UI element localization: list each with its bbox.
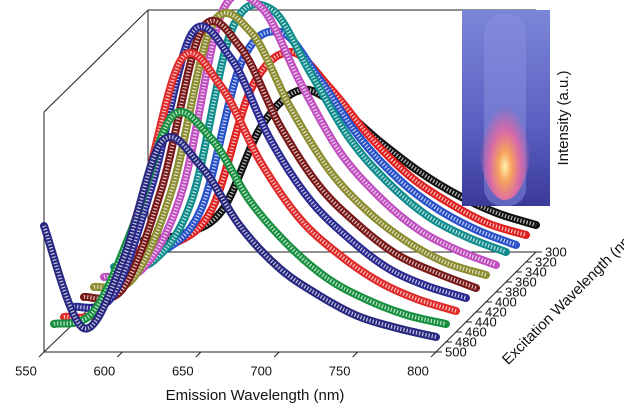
x-tick bbox=[430, 351, 437, 358]
x-tick bbox=[117, 351, 123, 358]
x-tick bbox=[352, 351, 358, 358]
x-tick-label: 600 bbox=[94, 363, 116, 378]
inset-photo bbox=[462, 10, 550, 206]
curve-outline bbox=[100, 0, 500, 282]
z-tick-label: 420 bbox=[485, 304, 507, 319]
z-tick-label: 360 bbox=[515, 274, 537, 289]
x-tick bbox=[273, 351, 280, 358]
emission-curve bbox=[113, 2, 507, 270]
emission-curve bbox=[93, 11, 487, 291]
x-tick-label: 550 bbox=[15, 363, 37, 378]
z-tick-label: 320 bbox=[535, 254, 557, 269]
x-tick-label: 800 bbox=[407, 363, 429, 378]
top-depth-edge bbox=[43, 9, 149, 113]
curve-outline bbox=[70, 22, 470, 312]
z-tick-label: 300 bbox=[545, 244, 567, 259]
z-tick-label: 380 bbox=[505, 284, 527, 299]
curve-outline bbox=[40, 133, 440, 341]
x-tick bbox=[195, 351, 202, 358]
emission-curve bbox=[53, 110, 447, 326]
curves bbox=[40, 0, 540, 341]
emission-curve bbox=[83, 18, 477, 301]
z-tick-label: 440 bbox=[475, 314, 497, 329]
x-tick-label: 650 bbox=[172, 363, 194, 378]
z-tick-label: 400 bbox=[495, 294, 517, 309]
z-tick-label: 480 bbox=[455, 334, 477, 349]
x-tick-label: 700 bbox=[250, 363, 272, 378]
z-tick-label: 340 bbox=[525, 264, 547, 279]
x-tick-label: 750 bbox=[329, 363, 351, 378]
x-tick bbox=[38, 351, 45, 358]
y-axis-title: Intensity (a.u.) bbox=[555, 70, 572, 165]
tube-glow bbox=[479, 80, 531, 200]
x-axis-title: Emission Wavelength (nm) bbox=[166, 387, 345, 404]
z-tick-label: 460 bbox=[465, 324, 487, 339]
z-tick-label: 500 bbox=[445, 344, 467, 359]
